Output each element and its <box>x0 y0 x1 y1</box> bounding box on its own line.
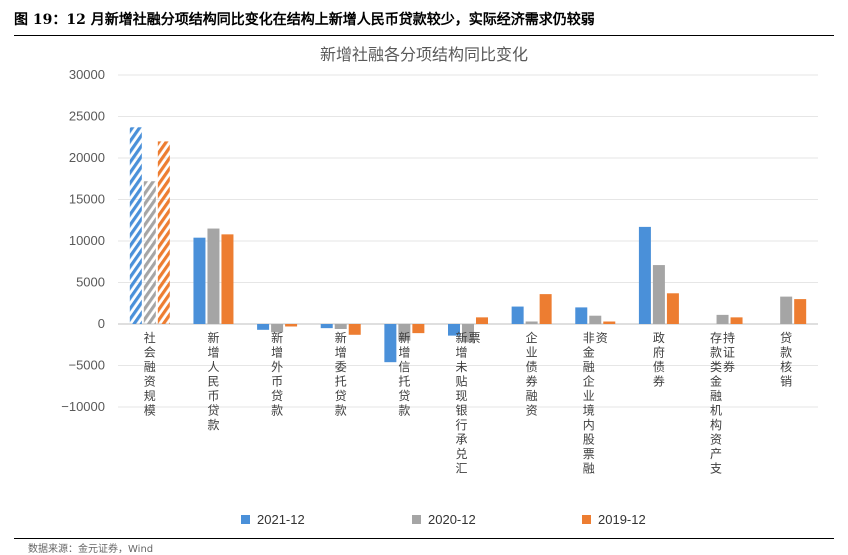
category-label: 贷款核销 <box>780 331 792 389</box>
bar-2019-12-2 <box>285 324 298 327</box>
footer-rule <box>14 538 834 539</box>
legend-label-2020: 2020-12 <box>428 512 476 527</box>
bar-2020-12-1 <box>207 228 220 324</box>
bar-2019-12-4 <box>412 324 425 334</box>
bar-2019-12-6 <box>539 294 552 324</box>
y-tick-label: 15000 <box>69 192 105 207</box>
title-rule <box>14 35 834 36</box>
category-label: 新增未贴现银行承兑汇 <box>455 330 467 476</box>
bar-2019-12-3 <box>348 324 361 335</box>
chart-title: 新增社融各分项结构同比变化 <box>320 45 528 64</box>
y-tick-label: 10000 <box>69 233 105 248</box>
bar-2020-12-3 <box>334 324 347 329</box>
legend-swatch-2019 <box>582 515 591 524</box>
legend-swatch-2021 <box>241 515 250 524</box>
category-label: 新增人民币贷款 <box>207 330 219 432</box>
bars <box>129 127 807 363</box>
category-label: 新增外币贷款 <box>271 330 283 418</box>
category-label: 企业债券融资 <box>526 330 538 418</box>
bar-2019-12-1 <box>221 234 234 324</box>
bar-2021-12-7 <box>575 307 588 324</box>
category-label: 政府债券 <box>653 331 665 389</box>
bar-2020-12-7 <box>589 315 602 324</box>
bar-2021-12-0 <box>129 127 142 324</box>
bar-2021-12-5 <box>448 324 460 336</box>
bar-2021-12-6 <box>511 306 524 324</box>
category-label: 社会融资规模 <box>144 330 156 418</box>
bar-2020-12-5 <box>462 324 474 343</box>
bar-2020-12-9 <box>716 314 729 324</box>
bar-2020-12-0 <box>143 181 156 324</box>
y-axis: −10000 −5000 0 5000 10000 15000 20000 25000 3000… <box>61 67 105 414</box>
category-label: 持证券 <box>723 330 735 374</box>
bar-2020-12-10 <box>780 296 793 324</box>
bar-2020-12-8 <box>652 265 665 324</box>
category-label: 票 <box>468 331 480 345</box>
bar-2021-12-4 <box>384 324 397 363</box>
y-tick-label: −10000 <box>61 399 105 414</box>
bar-2019-12-5 <box>476 317 488 324</box>
y-tick-label: 30000 <box>69 67 105 82</box>
bar-2021-12-8 <box>638 226 651 324</box>
bar-2019-12-9 <box>730 317 743 324</box>
bar-2021-12-1 <box>193 237 206 324</box>
category-label: 存款类金融机构资产支 <box>710 331 722 476</box>
legend-item-2021: 2021-12 <box>241 512 305 527</box>
y-tick-label: 20000 <box>69 150 105 165</box>
category-label: 新增委托贷款 <box>335 330 347 418</box>
bar-2020-12-6 <box>525 321 538 324</box>
figure-title: 图 19：12 月新增社融分项结构同比变化在结构上新增人民币贷款较少，实际经济需… <box>14 12 595 28</box>
bar-2021-12-2 <box>257 324 270 330</box>
bar-2019-12-7 <box>603 321 616 324</box>
bar-2020-12-4 <box>398 324 411 341</box>
y-tick-label: 0 <box>98 316 105 331</box>
legend-label-2019: 2019-12 <box>598 512 646 527</box>
y-tick-label: 5000 <box>76 275 105 290</box>
category-labels: 社会融资规模 新增人民币贷款 新增外币贷款 新增委托贷款 新增信托贷款 新增未贴现银行承兑… <box>144 330 792 476</box>
bar-2019-12-8 <box>666 293 679 324</box>
source-note: 数据来源：金元证券，Wind <box>28 544 154 555</box>
bar-2019-12-0 <box>157 141 170 324</box>
y-tick-label: −5000 <box>68 358 105 373</box>
legend-label-2021: 2021-12 <box>257 512 305 527</box>
category-label: 资 <box>596 331 608 345</box>
legend-item-2019: 2019-12 <box>582 512 646 527</box>
bar-2021-12-3 <box>320 324 333 329</box>
legend: 2021-12 2020-12 2019-12 <box>0 510 848 530</box>
bar-2020-12-2 <box>271 324 284 333</box>
bar-2019-12-10 <box>794 299 807 324</box>
category-label: 非金融企业境内股票融 <box>583 331 595 476</box>
legend-item-2020: 2020-12 <box>412 512 476 527</box>
category-label: 新增信托贷款 <box>398 330 410 418</box>
y-tick-label: 25000 <box>69 109 105 124</box>
legend-swatch-2020 <box>412 515 421 524</box>
